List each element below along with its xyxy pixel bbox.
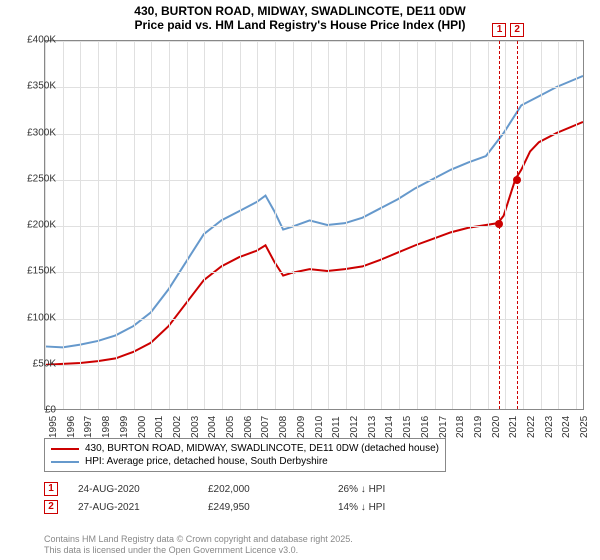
x-axis-label: 2007 — [260, 416, 271, 438]
x-axis-label: 2008 — [278, 416, 289, 438]
x-axis-label: 2005 — [225, 416, 236, 438]
legend-swatch-hpi — [51, 461, 79, 463]
y-axis-label: £300K — [16, 127, 56, 138]
x-axis-label: 1999 — [119, 416, 130, 438]
x-axis-label: 2014 — [384, 416, 395, 438]
marker-data-table: 1 24-AUG-2020 £202,000 26% ↓ HPI 2 27-AU… — [44, 480, 448, 516]
x-axis-label: 2015 — [402, 416, 413, 438]
x-axis-label: 1997 — [83, 416, 94, 438]
x-axis-label: 2002 — [172, 416, 183, 438]
y-axis-label: £250K — [16, 173, 56, 184]
marker-number-box: 1 — [492, 23, 506, 37]
marker-id-box-2: 2 — [44, 500, 58, 514]
y-axis-label: £350K — [16, 81, 56, 92]
legend-row-1: 430, BURTON ROAD, MIDWAY, SWADLINCOTE, D… — [51, 442, 439, 455]
x-axis-label: 1995 — [48, 416, 59, 438]
x-axis-label: 2013 — [367, 416, 378, 438]
marker-dot — [513, 176, 521, 184]
series-price_paid — [45, 122, 583, 365]
y-axis-label: £200K — [16, 220, 56, 231]
x-axis-label: 2020 — [491, 416, 502, 438]
x-axis-label: 1996 — [66, 416, 77, 438]
marker-dot — [495, 220, 503, 228]
chart-container: 430, BURTON ROAD, MIDWAY, SWADLINCOTE, D… — [0, 0, 600, 560]
y-axis-label: £400K — [16, 35, 56, 46]
x-axis-label: 2018 — [455, 416, 466, 438]
x-axis-label: 2012 — [349, 416, 360, 438]
legend-box: 430, BURTON ROAD, MIDWAY, SWADLINCOTE, D… — [44, 438, 446, 472]
legend-label-hpi: HPI: Average price, detached house, Sout… — [85, 456, 328, 467]
x-axis-label: 2016 — [420, 416, 431, 438]
x-axis-label: 1998 — [101, 416, 112, 438]
legend-swatch-price — [51, 448, 79, 450]
x-axis-label: 2017 — [438, 416, 449, 438]
y-axis-label: £0 — [16, 405, 56, 416]
chart-plot-area: 12 — [44, 40, 584, 410]
x-axis-label: 2006 — [243, 416, 254, 438]
x-axis-label: 2019 — [473, 416, 484, 438]
y-axis-label: £150K — [16, 266, 56, 277]
x-axis-label: 2001 — [154, 416, 165, 438]
title-line-1: 430, BURTON ROAD, MIDWAY, SWADLINCOTE, D… — [0, 4, 600, 18]
marker-data-row-2: 2 27-AUG-2021 £249,950 14% ↓ HPI — [44, 498, 448, 516]
marker-delta-1: 26% ↓ HPI — [338, 484, 448, 495]
x-axis-label: 2009 — [296, 416, 307, 438]
x-axis-label: 2025 — [579, 416, 590, 438]
y-axis-label: £100K — [16, 312, 56, 323]
x-axis-label: 2010 — [314, 416, 325, 438]
y-axis-label: £50K — [16, 358, 56, 369]
series-hpi — [45, 76, 583, 347]
footer-line-1: Contains HM Land Registry data © Crown c… — [44, 534, 353, 545]
marker-date-2: 27-AUG-2021 — [78, 502, 188, 513]
footer-line-2: This data is licensed under the Open Gov… — [44, 545, 353, 556]
marker-number-box: 2 — [510, 23, 524, 37]
x-axis-label: 2022 — [526, 416, 537, 438]
x-axis-label: 2024 — [561, 416, 572, 438]
marker-data-row-1: 1 24-AUG-2020 £202,000 26% ↓ HPI — [44, 480, 448, 498]
marker-id-box-1: 1 — [44, 482, 58, 496]
x-axis-label: 2003 — [190, 416, 201, 438]
marker-date-1: 24-AUG-2020 — [78, 484, 188, 495]
x-axis-label: 2023 — [544, 416, 555, 438]
x-axis-label: 2000 — [137, 416, 148, 438]
legend-row-2: HPI: Average price, detached house, Sout… — [51, 455, 439, 468]
x-axis-label: 2011 — [331, 416, 342, 438]
marker-price-1: £202,000 — [208, 484, 318, 495]
x-axis-label: 2004 — [207, 416, 218, 438]
legend-label-price: 430, BURTON ROAD, MIDWAY, SWADLINCOTE, D… — [85, 443, 439, 454]
marker-delta-2: 14% ↓ HPI — [338, 502, 448, 513]
footer-text: Contains HM Land Registry data © Crown c… — [44, 534, 353, 556]
marker-price-2: £249,950 — [208, 502, 318, 513]
x-axis-label: 2021 — [508, 416, 519, 438]
